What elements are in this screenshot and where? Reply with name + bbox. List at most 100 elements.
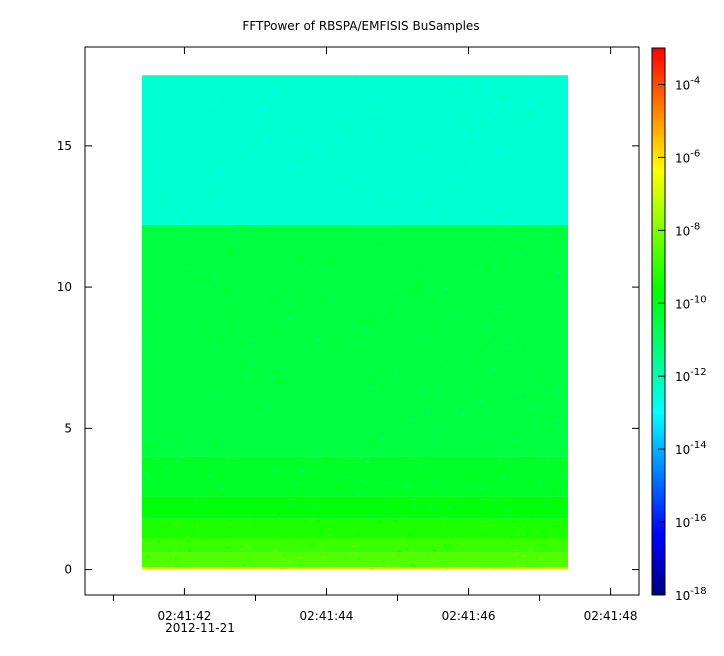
noise-cell xyxy=(502,471,506,474)
noise-cell xyxy=(472,488,476,491)
noise-cell xyxy=(411,564,415,567)
noise-cell xyxy=(409,554,413,557)
noise-cell xyxy=(393,265,397,268)
noise-cell xyxy=(385,91,389,94)
noise-cell xyxy=(550,326,554,328)
noise-cell xyxy=(198,541,202,543)
noise-cell xyxy=(272,513,275,516)
noise-cell xyxy=(322,87,326,90)
noise-cell xyxy=(264,109,268,112)
noise-cell xyxy=(301,209,305,212)
noise-cell xyxy=(509,346,513,349)
colorbar-tick-label: 10-4 xyxy=(675,75,700,92)
noise-cell xyxy=(413,407,417,409)
noise-cell xyxy=(446,210,450,213)
noise-cell xyxy=(487,567,491,570)
noise-cell xyxy=(236,555,240,558)
noise-cell xyxy=(366,103,369,106)
noise-cell xyxy=(345,257,349,260)
noise-cell xyxy=(378,154,382,156)
noise-cell xyxy=(220,340,224,343)
noise-cell xyxy=(456,83,460,85)
noise-cell xyxy=(557,301,561,304)
noise-cell xyxy=(412,419,415,421)
noise-cell xyxy=(563,105,567,108)
noise-cell xyxy=(528,89,532,92)
noise-cell xyxy=(526,553,530,556)
noise-cell xyxy=(436,472,440,475)
noise-cell xyxy=(447,507,451,510)
noise-cell xyxy=(288,101,292,104)
noise-cell xyxy=(527,112,531,115)
noise-cell xyxy=(507,310,511,313)
noise-cell xyxy=(236,351,240,354)
noise-cell xyxy=(189,94,193,97)
noise-cell xyxy=(174,523,178,526)
noise-cell xyxy=(538,377,542,379)
noise-cell xyxy=(518,119,522,122)
noise-cell xyxy=(189,340,193,342)
noise-cell xyxy=(399,418,403,421)
noise-cell xyxy=(406,175,410,177)
noise-cell xyxy=(324,458,328,461)
noise-cell xyxy=(399,87,403,90)
noise-cell xyxy=(185,152,189,155)
noise-cell xyxy=(406,485,410,487)
colorbar-tick-label: 10-10 xyxy=(675,294,707,311)
noise-cell xyxy=(287,317,291,320)
noise-cell xyxy=(395,266,399,268)
noise-cell xyxy=(209,161,213,164)
noise-cell xyxy=(404,162,408,165)
noise-cell xyxy=(391,200,394,203)
noise-cell xyxy=(527,100,531,103)
noise-cell xyxy=(285,397,289,400)
noise-cell xyxy=(535,97,538,100)
noise-cell xyxy=(516,533,520,536)
noise-cell xyxy=(520,210,524,213)
noise-cell xyxy=(344,475,348,478)
noise-cell xyxy=(204,166,208,169)
noise-cell xyxy=(197,118,201,121)
noise-cell xyxy=(454,200,458,203)
noise-cell xyxy=(408,195,412,198)
noise-cell xyxy=(494,427,498,430)
noise-cell xyxy=(276,333,280,335)
noise-cell xyxy=(228,191,232,193)
noise-cell xyxy=(506,463,510,466)
noise-cell xyxy=(288,98,292,101)
noise-cell xyxy=(289,526,293,528)
noise-cell xyxy=(562,539,566,542)
noise-cell xyxy=(281,557,285,560)
noise-cell xyxy=(258,122,262,125)
noise-cell xyxy=(299,433,303,436)
noise-cell xyxy=(190,479,194,482)
noise-cell xyxy=(401,522,405,525)
noise-cell xyxy=(325,400,329,403)
noise-cell xyxy=(504,481,508,484)
noise-cell xyxy=(413,482,417,485)
noise-cell xyxy=(265,243,268,246)
noise-cell xyxy=(366,119,370,122)
noise-cell xyxy=(466,86,470,89)
noise-cell xyxy=(159,199,163,202)
noise-cell xyxy=(436,212,440,215)
noise-cell xyxy=(518,339,522,342)
y-tick-label: 10 xyxy=(57,280,72,294)
noise-cell xyxy=(194,316,198,319)
noise-cell xyxy=(368,318,372,321)
noise-cell xyxy=(188,549,192,552)
noise-cell xyxy=(438,467,442,470)
noise-cell xyxy=(335,212,338,215)
noise-cell xyxy=(408,507,412,510)
noise-cell xyxy=(323,134,327,137)
noise-cell xyxy=(305,473,308,476)
noise-cell xyxy=(214,539,217,542)
noise-cell xyxy=(327,194,331,197)
noise-cell xyxy=(483,412,487,414)
noise-cell xyxy=(244,315,247,318)
noise-cell xyxy=(501,97,505,100)
noise-cell xyxy=(472,239,476,242)
noise-cell xyxy=(359,554,363,557)
noise-cell xyxy=(555,502,558,505)
noise-cell xyxy=(497,501,501,504)
